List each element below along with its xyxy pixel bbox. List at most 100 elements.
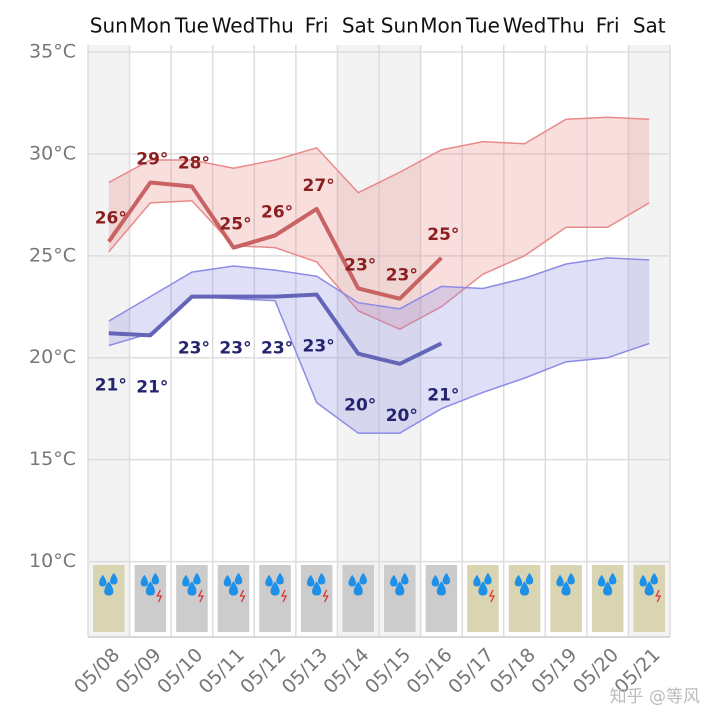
- value-label: 20°: [386, 406, 418, 426]
- weather-icon-bg: [467, 565, 499, 632]
- x-tick-label: 05/16: [403, 644, 457, 698]
- value-label: 27°: [303, 176, 335, 196]
- rain-drop: [317, 572, 326, 585]
- weekday-label: Tue: [465, 14, 500, 38]
- rain-drop: [401, 572, 409, 585]
- rain-drop: [359, 572, 367, 585]
- rain-drop: [431, 574, 440, 587]
- thunder: [197, 589, 204, 603]
- rain-drop: [276, 572, 284, 585]
- band-edge: [108, 116, 650, 194]
- weekday-label: Tue: [174, 14, 209, 38]
- weekend-shade: [628, 45, 670, 637]
- rain-drop: [556, 574, 564, 587]
- weekday-label: Thu: [546, 14, 585, 38]
- weather-icon-bg: [134, 565, 167, 632]
- rain-drop: [104, 581, 114, 596]
- rain-drop: [348, 574, 356, 587]
- rain-drop: [270, 581, 280, 596]
- band-edge: [108, 257, 650, 322]
- value-label: 23°: [219, 339, 251, 359]
- rain-drop: [99, 574, 107, 587]
- rain-drop: [145, 581, 155, 596]
- x-tick-label: 05/18: [486, 644, 540, 698]
- weather-icon-bg: [633, 565, 665, 632]
- value-label: 21°: [95, 375, 127, 395]
- weekday-label: Sat: [633, 14, 666, 38]
- x-tick-label: 05/10: [153, 644, 207, 698]
- value-label: 29°: [136, 149, 168, 169]
- thunder: [488, 589, 495, 603]
- rain-drop: [514, 574, 523, 587]
- rain-drop: [193, 572, 201, 585]
- value-label: 25°: [427, 225, 459, 245]
- band-fill: [108, 257, 650, 434]
- rain-drop: [151, 572, 160, 585]
- value-label: 23°: [261, 339, 293, 359]
- weekday-label: Sat: [342, 14, 375, 38]
- weekday-label: Sun: [90, 14, 128, 38]
- weekend-shade: [379, 45, 421, 637]
- line: [108, 292, 443, 366]
- rain-drop: [650, 572, 658, 585]
- x-tick-label: 05/13: [278, 644, 332, 698]
- y-tick-label: 15°C: [29, 448, 76, 470]
- rain-drop: [519, 581, 530, 596]
- weekend-shade: [337, 45, 379, 637]
- rain-drop: [436, 581, 446, 596]
- weekday-label: Mon: [420, 14, 462, 38]
- thunder: [239, 589, 246, 603]
- rain-drop: [561, 581, 571, 596]
- x-tick-label: 05/08: [70, 644, 124, 698]
- rain-drop: [312, 581, 322, 596]
- rain-drop: [353, 581, 363, 596]
- value-label: 21°: [136, 377, 168, 397]
- weekday-label: Thu: [255, 14, 294, 38]
- weather-icon-bg: [425, 565, 458, 632]
- value-label: 25°: [219, 215, 251, 235]
- y-tick-label: 30°C: [29, 142, 76, 164]
- x-tick-label: 05/14: [319, 644, 373, 698]
- x-tick-label: 05/11: [195, 644, 249, 698]
- value-label: 23°: [303, 337, 335, 357]
- rain-drop: [644, 581, 654, 596]
- value-label: 26°: [261, 202, 293, 222]
- rain-drop: [603, 581, 613, 596]
- weekday-label: Wed: [212, 14, 256, 38]
- value-label: 26°: [95, 209, 127, 229]
- weekday-label: Fri: [596, 14, 620, 38]
- value-label: 21°: [427, 385, 459, 405]
- value-label: 23°: [386, 266, 418, 286]
- weather-icon-bg: [300, 565, 333, 632]
- rain-drop: [395, 581, 405, 596]
- rain-drop: [110, 572, 118, 585]
- weather-icon-bg: [591, 565, 624, 632]
- weather-icon-bg: [384, 565, 416, 632]
- line: [107, 180, 443, 301]
- rain-drop: [390, 574, 398, 587]
- weather-icon-bg: [508, 565, 541, 632]
- band-fill: [108, 117, 650, 330]
- value-label: 23°: [344, 255, 376, 275]
- value-label: 23°: [178, 339, 210, 359]
- x-tick-label: 05/19: [527, 644, 581, 698]
- y-tick-label: 10°C: [29, 550, 76, 572]
- rain-drop: [187, 581, 197, 596]
- weather-icon-bg: [259, 565, 291, 632]
- watermark: 知乎 @等风: [610, 687, 700, 707]
- thunder: [281, 589, 288, 603]
- rain-drop: [478, 581, 488, 596]
- weather-icon-bg: [342, 565, 374, 632]
- rain-drop: [306, 574, 315, 587]
- rain-drop: [597, 574, 606, 587]
- rain-drop: [265, 574, 273, 587]
- y-tick-label: 20°C: [29, 346, 76, 368]
- x-tick-label: 05/17: [444, 644, 498, 698]
- weather-icon-bg: [176, 565, 208, 632]
- thunder: [322, 589, 329, 603]
- weather-icon-bg: [93, 565, 125, 632]
- rain-drop: [140, 574, 149, 587]
- weekday-label: Fri: [305, 14, 329, 38]
- value-label: 28°: [178, 154, 210, 174]
